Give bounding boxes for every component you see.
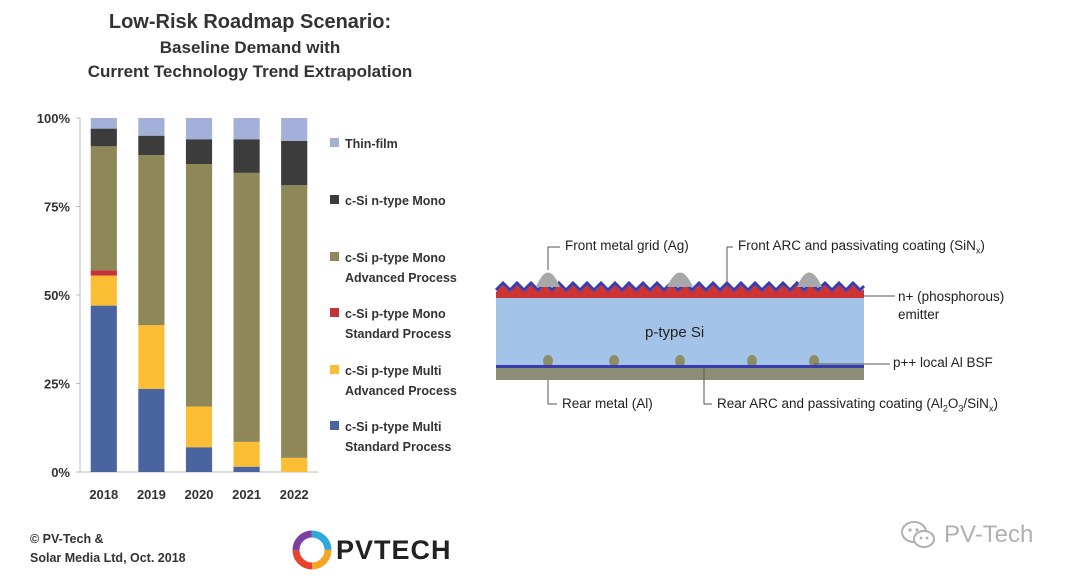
bar-segment <box>233 466 260 472</box>
legend-swatch <box>330 138 339 147</box>
watermark-text: PV-Tech <box>944 521 1034 548</box>
bar-segment <box>138 325 165 389</box>
local-bsf-contact <box>609 355 619 367</box>
bar-segment <box>90 270 117 276</box>
bar-segment <box>138 135 165 156</box>
local-bsf-contact <box>747 355 757 367</box>
bar-segment <box>138 118 165 136</box>
legend-swatch <box>330 421 339 430</box>
bar-segment <box>185 447 213 472</box>
x-tick-label: 2018 <box>89 487 118 502</box>
chart-subtitle-line-1: Baseline Demand with <box>159 38 341 57</box>
legend-label-line: Standard Process <box>345 440 452 454</box>
x-tick-label: 2021 <box>232 487 261 502</box>
front-metal-finger <box>667 272 693 287</box>
bar-segment <box>90 118 117 129</box>
bar-segment <box>281 118 308 142</box>
legend-label-line: c-Si p-type Mono <box>345 307 446 321</box>
y-tick-label: 100% <box>37 111 71 126</box>
legend-label-line: Advanced Process <box>345 384 457 398</box>
legend-item: c-Si p-type Mono Standard Process <box>330 304 451 344</box>
bar-segment <box>90 275 117 306</box>
bar-segment <box>233 118 260 140</box>
label-emitter-line-2: emitter <box>898 307 940 322</box>
bar-segment <box>185 139 213 165</box>
local-bsf-contact <box>675 355 685 367</box>
y-tick-label: 0% <box>51 465 70 480</box>
label-rear-arc: Rear ARC and passivating coating (Al2O3/… <box>717 396 998 414</box>
bar-segment <box>90 128 117 147</box>
emitter-zigzag <box>496 285 864 298</box>
legend-swatch <box>330 365 339 374</box>
y-tick-label: 75% <box>44 200 70 215</box>
bar-segment <box>233 441 260 467</box>
watermark: PV-Tech <box>900 520 1033 550</box>
legend-label: c-Si p-type Multi Standard Process <box>345 417 451 457</box>
local-bsf-contact <box>543 355 553 367</box>
legend-label: c-Si p-type Mono Advanced Process <box>345 248 457 288</box>
legend-swatch <box>330 195 339 204</box>
label-rear-metal: Rear metal (Al) <box>562 396 653 411</box>
legend-label-line: Advanced Process <box>345 271 457 285</box>
diagram-leader-lines <box>547 246 895 405</box>
bar-segment <box>233 172 260 442</box>
legend-label: c-Si n-type Mono <box>345 191 446 211</box>
bar-segment <box>233 139 260 173</box>
legend-label: Thin-film <box>345 134 398 154</box>
pvtech-logo-icon <box>292 530 332 570</box>
front-metal-finger <box>536 272 560 287</box>
pvtech-logo: PVTECH <box>292 530 452 570</box>
chart-title-block: Low-Risk Roadmap Scenario: Baseline Dema… <box>40 8 460 84</box>
credit-line-2: Solar Media Ltd, Oct. 2018 <box>30 551 186 565</box>
bar-segment <box>185 164 213 407</box>
wechat-icon <box>901 521 935 548</box>
rear-metal-layer <box>496 368 864 380</box>
legend-label-line: c-Si n-type Mono <box>345 194 446 208</box>
x-tick-label: 2022 <box>280 487 309 502</box>
credit-line-1: © PV-Tech & <box>30 532 104 546</box>
bar-segment <box>185 406 213 448</box>
legend-label-line: Standard Process <box>345 327 452 341</box>
label-emitter-line-1: n+ (phosphorous) <box>898 289 1005 304</box>
legend-item: Thin-film <box>330 134 398 154</box>
legend-label-line: Thin-film <box>345 137 398 151</box>
label-local-bsf: p++ local Al BSF <box>893 355 993 370</box>
legend-label: c-Si p-type Multi Advanced Process <box>345 361 457 401</box>
label-front-metal-grid: Front metal grid (Ag) <box>565 238 689 253</box>
x-tick-label: 2019 <box>137 487 166 502</box>
bar-segment <box>90 305 117 472</box>
label-p-type-si: p-type Si <box>645 324 705 341</box>
legend-item: c-Si n-type Mono <box>330 191 446 211</box>
front-metal-finger <box>797 272 822 287</box>
bar-segment <box>281 141 308 186</box>
label-front-arc: Front ARC and passivating coating (SiNx) <box>738 238 985 256</box>
legend-label-line: c-Si p-type Mono <box>345 251 446 265</box>
legend-label-line: c-Si p-type Multi <box>345 364 442 378</box>
legend-swatch <box>330 308 339 317</box>
x-tick-label: 2020 <box>185 487 214 502</box>
legend-label: c-Si p-type Mono Standard Process <box>345 304 451 344</box>
legend-item: c-Si p-type Multi Standard Process <box>330 417 451 457</box>
bar-segment <box>281 185 308 458</box>
copyright-credit: © PV-Tech & Solar Media Ltd, Oct. 2018 <box>30 530 186 568</box>
logo-text: PVTECH <box>336 534 452 565</box>
chart-subtitle-line-2: Current Technology Trend Extrapolation <box>87 62 413 81</box>
bar-segment <box>281 457 308 472</box>
rear-arc-layer <box>496 365 864 368</box>
legend-item: c-Si p-type Multi Advanced Process <box>330 361 457 401</box>
legend-item: c-Si p-type Mono Advanced Process <box>330 248 457 288</box>
bar-segment <box>138 155 165 326</box>
bar-segment <box>90 146 117 271</box>
legend-label-line: c-Si p-type Multi <box>345 420 442 434</box>
y-tick-label: 50% <box>44 288 70 303</box>
chart-title: Low-Risk Roadmap Scenario: <box>108 11 392 33</box>
bar-segment <box>138 388 165 472</box>
p-type-substrate <box>496 298 864 365</box>
y-tick-label: 25% <box>44 377 70 392</box>
legend-swatch <box>330 252 339 261</box>
bar-segment <box>185 118 213 140</box>
